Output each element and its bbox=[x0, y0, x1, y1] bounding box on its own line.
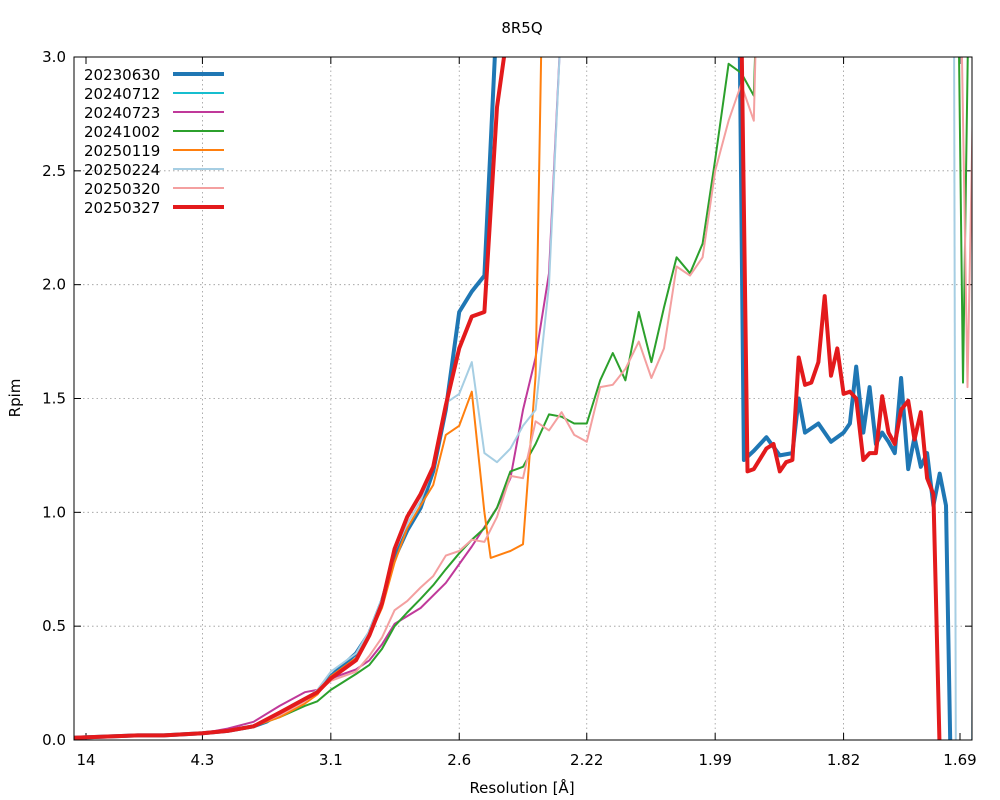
series-line-20250320 bbox=[960, 57, 972, 389]
series-line-20230630 bbox=[737, 57, 953, 740]
x-axis-title: Resolution [Å] bbox=[469, 778, 574, 797]
series-line-20250224 bbox=[971, 624, 972, 740]
legend-label: 20240712 bbox=[84, 85, 160, 103]
series-line-20241002 bbox=[958, 57, 969, 384]
series-line-20250224 bbox=[953, 57, 957, 740]
legend-label: 20241002 bbox=[84, 123, 160, 141]
plot-frame bbox=[73, 56, 973, 741]
series-line-20250327 bbox=[74, 57, 507, 740]
y-tick-label: 1.0 bbox=[42, 503, 66, 521]
y-tick-label: 1.5 bbox=[42, 390, 66, 408]
legend-label: 20250327 bbox=[84, 199, 160, 217]
axis-ticks: 0.0 0.5 1.0 1.5 2.0 2.5 3.0 14 4.3 3.1 2.6 2.22 1.99… bbox=[42, 48, 977, 769]
x-tick-label: 14 bbox=[76, 751, 95, 769]
series-line-20250320 bbox=[74, 57, 757, 739]
x-tick-label: 4.3 bbox=[190, 751, 214, 769]
y-tick-label: 3.0 bbox=[42, 48, 66, 66]
y-axis-title: Rpim bbox=[6, 379, 24, 418]
legend-label: 20230630 bbox=[84, 66, 160, 84]
x-tick-label: 1.99 bbox=[698, 751, 731, 769]
grid-lines bbox=[74, 57, 972, 740]
series-line-20240723 bbox=[971, 57, 972, 59]
y-tick-label: 0.5 bbox=[42, 617, 66, 635]
y-tick-label: 2.0 bbox=[42, 276, 66, 294]
legend-label: 20250224 bbox=[84, 161, 160, 179]
x-tick-label: 1.69 bbox=[943, 751, 976, 769]
x-tick-label: 2.22 bbox=[570, 751, 603, 769]
y-tick-label: 0.0 bbox=[42, 731, 66, 749]
series-line-20250327 bbox=[739, 57, 942, 740]
legend-label: 20240723 bbox=[84, 104, 160, 122]
legend-label: 20250119 bbox=[84, 142, 160, 160]
legend: 2023063020240712202407232024100220250119… bbox=[84, 66, 224, 217]
x-tick-label: 2.6 bbox=[447, 751, 471, 769]
data-series bbox=[74, 57, 972, 740]
legend-label: 20250320 bbox=[84, 180, 160, 198]
chart-title: 8R5Q bbox=[501, 19, 542, 37]
y-tick-label: 2.5 bbox=[42, 162, 66, 180]
x-tick-label: 3.1 bbox=[319, 751, 343, 769]
series-line-20241002 bbox=[74, 57, 757, 739]
x-tick-label: 1.82 bbox=[827, 751, 860, 769]
